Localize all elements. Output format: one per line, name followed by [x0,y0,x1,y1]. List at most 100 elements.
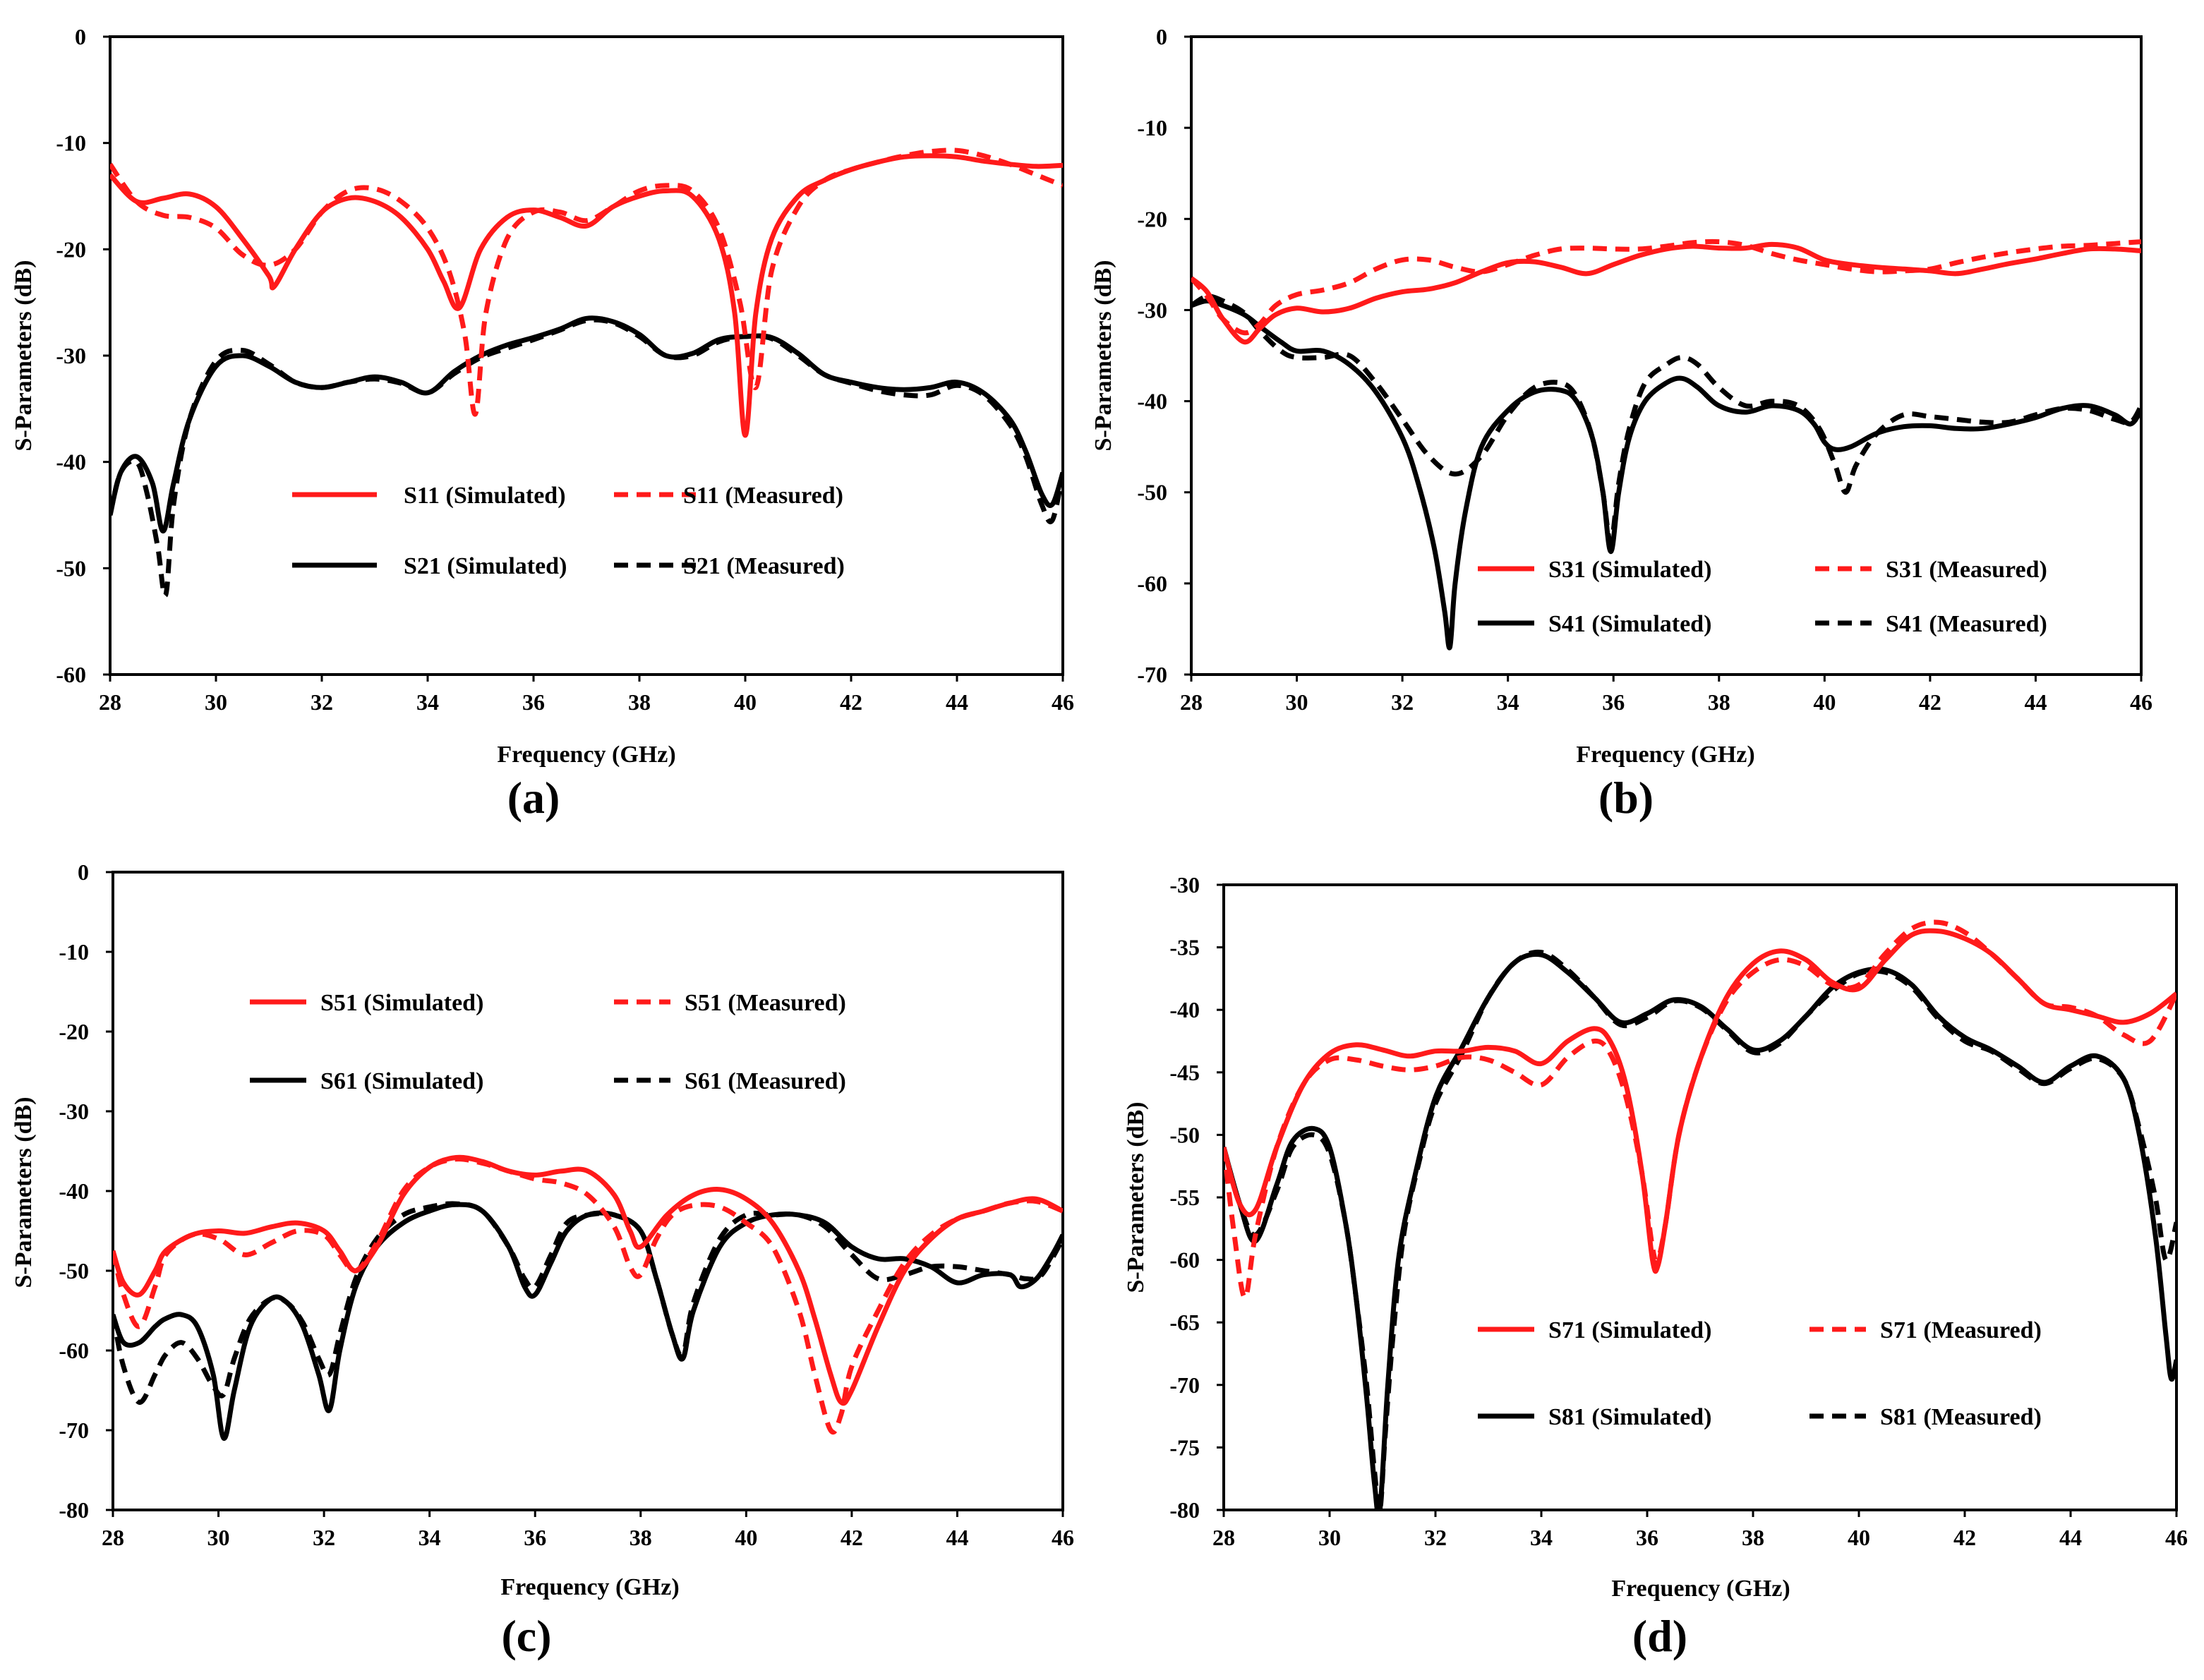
y-tick-label: -80 [59,1497,89,1523]
y-tick-label: -40 [59,1178,89,1204]
x-tick-label: 34 [1530,1525,1553,1550]
x-tick-label: 32 [311,689,333,715]
legend-a: S11 (Simulated) S11 (Measured) S21 (Simu… [292,483,845,579]
x-tick-label: 38 [1708,689,1730,715]
x-tick-label: 46 [2165,1525,2188,1550]
y-tick-label: -30 [1169,872,1200,898]
y-tick-label: -10 [56,131,86,156]
series-line-s41-simulated [1191,298,2141,651]
legend-label-c-1: S51 (Measured) [685,990,846,1016]
panel-label-b: (b) [1598,773,1654,823]
y-tick-label: -50 [1169,1122,1200,1147]
legend-label-b-3: S41 (Measured) [1886,611,2047,637]
legend-label-c-3: S61 (Measured) [685,1068,846,1094]
y-ticks-d: -30 -35 -40 -45 -50 -55 -60 -65 -70 -75 -80 [1169,872,1224,1523]
plot-area-a [109,35,1064,676]
y-tick-label: -40 [56,449,86,475]
x-tick-label: 44 [2024,689,2047,715]
x-tick-label: 40 [1848,1525,1870,1550]
y-ticks-b: 0 -10 -20 -30 -40 -50 -60 -70 [1137,24,1191,687]
legend-c: S51 (Simulated) S51 (Measured) S61 (Simu… [250,990,846,1094]
x-tick-label: 42 [1919,689,1941,715]
y-axis-title-c: S-Parameters (dB) [11,1097,37,1288]
y-tick-label: -60 [56,662,86,687]
series-b [1191,238,2141,651]
x-ticks-a: 28 30 32 34 36 38 40 42 44 46 [99,675,1074,715]
legend-label-b-0: S31 (Simulated) [1548,557,1711,583]
x-tick-label: 44 [946,689,968,715]
legend-label-a-3: S21 (Measured) [683,553,845,579]
y-tick-label: -55 [1169,1185,1200,1210]
x-tick-label: 46 [1052,689,1074,715]
series-line-s31-measured [1191,238,2141,336]
x-axis-title-b: Frequency (GHz) [1576,742,1754,768]
y-ticks-c: 0 -10 -20 -30 -40 -50 -60 -70 -80 [59,859,113,1523]
x-tick-label: 36 [1636,1525,1658,1550]
legend-label-a-2: S21 (Simulated) [404,553,567,579]
x-tick-label: 28 [102,1525,124,1550]
x-tick-label: 38 [628,689,651,715]
x-tick-label: 38 [1742,1525,1764,1550]
y-tick-label: -40 [1169,997,1200,1022]
y-ticks-a: 0 -10 -20 -30 -40 -50 -60 [56,24,110,687]
y-tick-label: 0 [78,859,89,885]
x-tick-label: 30 [207,1525,230,1550]
legend-label-a-0: S11 (Simulated) [404,483,566,509]
y-tick-label: -70 [59,1418,89,1443]
legend-label-d-2: S81 (Simulated) [1548,1404,1711,1430]
x-tick-label: 36 [522,689,545,715]
y-tick-label: -80 [1169,1497,1200,1523]
y-tick-label: 0 [75,24,86,49]
y-tick-label: -40 [1137,389,1167,414]
legend-label-d-0: S71 (Simulated) [1548,1317,1711,1343]
y-tick-label: -60 [1169,1247,1200,1273]
x-tick-label: 30 [1286,689,1308,715]
legend-label-b-2: S41 (Simulated) [1548,611,1711,637]
x-tick-label: 46 [2130,689,2152,715]
panel-label-c: (c) [501,1611,551,1661]
legend-label-c-2: S61 (Simulated) [320,1068,483,1094]
y-tick-label: -10 [59,939,89,965]
y-tick-label: -65 [1169,1310,1200,1335]
x-tick-label: 42 [1953,1525,1976,1550]
legend-b: S31 (Simulated) S31 (Measured) S41 (Simu… [1478,557,2047,637]
x-axis-title-a: Frequency (GHz) [497,742,675,768]
series-a [110,147,1063,598]
y-tick-label: -30 [1137,297,1167,322]
x-ticks-d: 28 30 32 34 36 38 40 42 44 46 [1212,1510,2188,1550]
y-tick-label: -30 [56,343,86,368]
y-tick-label: -60 [59,1338,89,1363]
x-tick-label: 28 [1212,1525,1235,1550]
x-tick-label: 44 [2059,1525,2082,1550]
legend-label-c-0: S51 (Simulated) [320,990,483,1016]
legend-label-d-1: S71 (Measured) [1880,1317,2042,1343]
y-tick-label: -45 [1169,1060,1200,1085]
series-d [1224,919,2176,1510]
x-tick-label: 32 [1424,1525,1447,1550]
series-line-s61-measured [113,1201,1063,1405]
x-tick-label: 34 [1497,689,1519,715]
y-tick-label: -50 [56,555,86,581]
x-tick-label: 38 [630,1525,652,1550]
y-tick-label: -70 [1137,662,1167,687]
x-tick-label: 32 [313,1525,335,1550]
panel-b: 0 -10 -20 -30 -40 -50 -60 -70 28 30 32 34 36 38 40 42 4… [1090,24,2152,823]
series-line-s71-simulated [1224,928,2176,1274]
y-axis-title-d: S-Parameters (dB) [1123,1102,1149,1293]
x-tick-label: 34 [418,1525,441,1550]
x-tick-label: 30 [1318,1525,1341,1550]
x-tick-label: 42 [840,689,862,715]
x-ticks-c: 28 30 32 34 36 38 40 42 44 46 [102,1510,1074,1550]
y-tick-label: -20 [56,236,86,262]
x-tick-label: 30 [205,689,227,715]
y-axis-title-a: S-Parameters (dB) [11,260,37,452]
plot-area-c [112,871,1064,1511]
x-tick-label: 42 [841,1525,863,1550]
legend-d: S71 (Simulated) S71 (Measured) S81 (Simu… [1478,1317,2042,1430]
panel-label-d: (d) [1632,1611,1687,1661]
x-axis-title-d: Frequency (GHz) [1611,1576,1790,1602]
panel-d: -30 -35 -40 -45 -50 -55 -60 -65 -70 -75 -80 28 30 32… [1123,872,2188,1661]
series-line-s51-measured [113,1156,1063,1435]
legend-label-b-1: S31 (Measured) [1886,557,2047,583]
